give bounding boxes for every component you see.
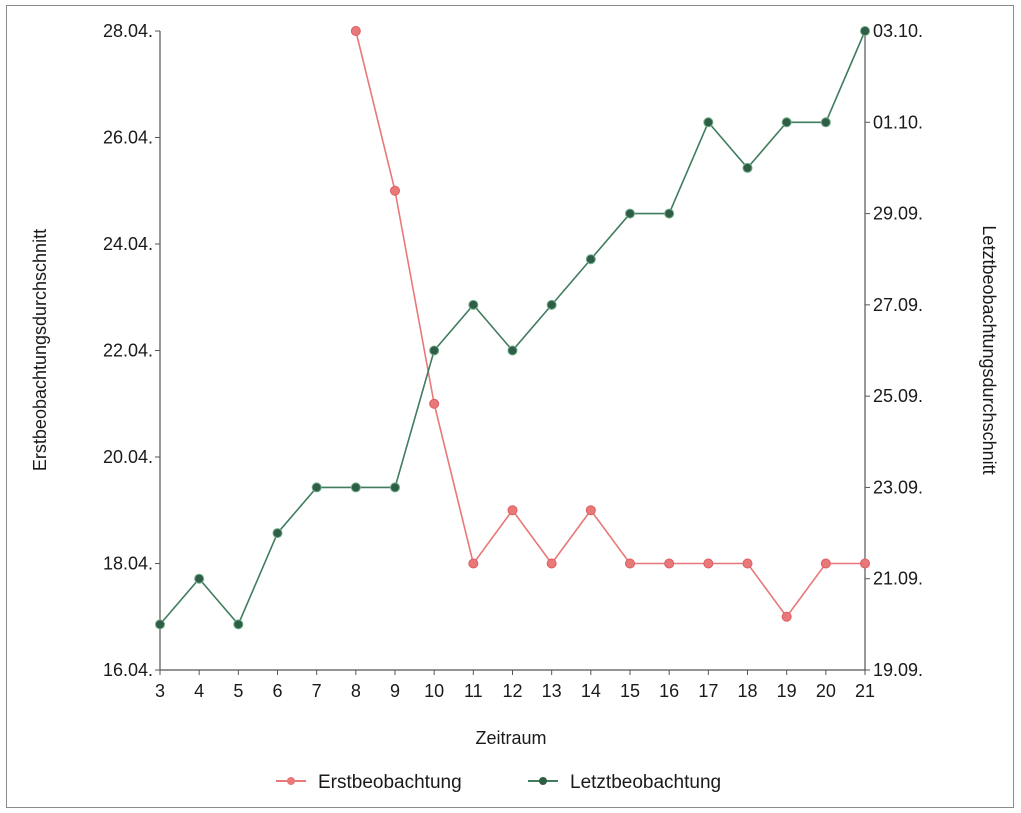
data-point-erstbeobachtung xyxy=(390,185,400,196)
chart-frame xyxy=(6,5,1014,808)
series-points xyxy=(155,26,870,630)
right-y-tick-label: 25.09. xyxy=(873,386,923,406)
x-tick-label: 18 xyxy=(737,681,757,701)
legend-item-letztbeobachtung: Letztbeobachtung xyxy=(528,772,721,793)
x-tick-label: 8 xyxy=(351,681,361,701)
x-tick-label: 19 xyxy=(777,681,797,701)
left-y-tick-label: 16.04. xyxy=(103,660,153,680)
data-point-erstbeobachtung xyxy=(546,558,557,569)
data-point-letztbeobachtung xyxy=(155,619,165,630)
legend: Erstbeobachtung Letztbeobachtung xyxy=(276,772,721,793)
x-tick-label: 16 xyxy=(659,681,679,701)
data-point-letztbeobachtung xyxy=(860,26,870,36)
left-y-tick-label: 24.04. xyxy=(103,234,153,254)
x-tick-label: 10 xyxy=(424,681,444,701)
left-y-tick-label: 18.04. xyxy=(103,554,153,574)
left-y-tick-label: 26.04. xyxy=(103,128,153,148)
right-y-tick-label: 23.09. xyxy=(873,477,923,497)
left-y-tick-label: 22.04. xyxy=(103,341,153,361)
legend-item-erstbeobachtung: Erstbeobachtung xyxy=(276,772,462,793)
x-tick-label: 14 xyxy=(581,681,601,701)
data-point-erstbeobachtung xyxy=(781,611,792,622)
data-point-letztbeobachtung xyxy=(781,117,792,128)
data-point-erstbeobachtung xyxy=(585,505,596,516)
right-y-tick-label: 01.10. xyxy=(873,112,923,132)
right-y-tick-label: 19.09. xyxy=(873,660,923,680)
data-point-letztbeobachtung xyxy=(585,254,596,265)
right-y-tick-label: 27.09. xyxy=(873,295,923,315)
data-point-letztbeobachtung xyxy=(390,482,400,493)
right-y-tick-label: 29.09. xyxy=(873,204,923,224)
data-point-letztbeobachtung xyxy=(546,299,557,310)
legend-label-erstbeobachtung: Erstbeobachtung xyxy=(318,772,462,793)
x-tick-label: 9 xyxy=(390,681,400,701)
right-y-tick-label: 03.10. xyxy=(873,21,923,41)
series-line-letztbeobachtung xyxy=(159,30,866,626)
data-point-letztbeobachtung xyxy=(507,345,518,356)
x-tick-label: 4 xyxy=(194,681,204,701)
right-y-tick-label: 21.09. xyxy=(873,569,923,589)
x-tick-label: 21 xyxy=(855,681,875,701)
data-point-erstbeobachtung xyxy=(820,558,831,569)
data-point-letztbeobachtung xyxy=(233,619,244,630)
x-tick-label: 5 xyxy=(233,681,243,701)
data-point-erstbeobachtung xyxy=(507,505,518,516)
data-point-erstbeobachtung xyxy=(350,26,361,36)
data-point-erstbeobachtung xyxy=(703,558,714,569)
data-point-letztbeobachtung xyxy=(468,299,479,310)
x-tick-label: 13 xyxy=(542,681,562,701)
data-point-letztbeobachtung xyxy=(703,117,714,128)
right-y-axis-title: Letztbeobachtungsdurchschnitt xyxy=(979,225,999,474)
data-point-letztbeobachtung xyxy=(429,345,440,356)
data-point-erstbeobachtung xyxy=(468,558,479,569)
x-tick-label: 3 xyxy=(155,681,165,701)
x-tick-label: 12 xyxy=(502,681,522,701)
data-point-erstbeobachtung xyxy=(664,558,675,569)
legend-label-letztbeobachtung: Letztbeobachtung xyxy=(570,772,721,793)
legend-marker-letztbeobachtung xyxy=(539,777,547,785)
data-point-letztbeobachtung xyxy=(272,528,283,539)
data-point-letztbeobachtung xyxy=(664,208,675,219)
x-tick-label: 11 xyxy=(464,681,483,701)
data-point-letztbeobachtung xyxy=(311,482,322,493)
x-tick-label: 17 xyxy=(698,681,718,701)
x-tick-label: 20 xyxy=(816,681,836,701)
data-point-letztbeobachtung xyxy=(194,573,205,584)
left-y-axis-title: Erstbeobachtungsdurchschnitt xyxy=(30,229,50,471)
data-point-erstbeobachtung xyxy=(429,398,440,409)
data-point-letztbeobachtung xyxy=(742,162,753,173)
data-point-erstbeobachtung xyxy=(860,558,870,569)
data-point-letztbeobachtung xyxy=(625,208,635,219)
x-axis-title: Zeitraum xyxy=(475,728,546,748)
series-line-erstbeobachtung xyxy=(355,30,865,619)
series-lines xyxy=(159,30,866,626)
data-point-letztbeobachtung xyxy=(350,482,361,493)
x-tick-label: 15 xyxy=(620,681,640,701)
axes: 3 4 5 6 7 8 9 10 11 12 13 14 15 16 17 18 19 20 21 16.04. 18.… xyxy=(103,21,923,701)
data-point-erstbeobachtung xyxy=(742,558,753,569)
data-point-erstbeobachtung xyxy=(625,558,635,569)
x-tick-label: 7 xyxy=(312,681,322,701)
data-point-letztbeobachtung xyxy=(820,117,831,128)
x-tick-label: 6 xyxy=(272,681,282,701)
left-y-tick-label: 20.04. xyxy=(103,447,153,467)
legend-marker-erstbeobachtung xyxy=(287,777,295,785)
left-y-tick-label: 28.04. xyxy=(103,21,153,41)
